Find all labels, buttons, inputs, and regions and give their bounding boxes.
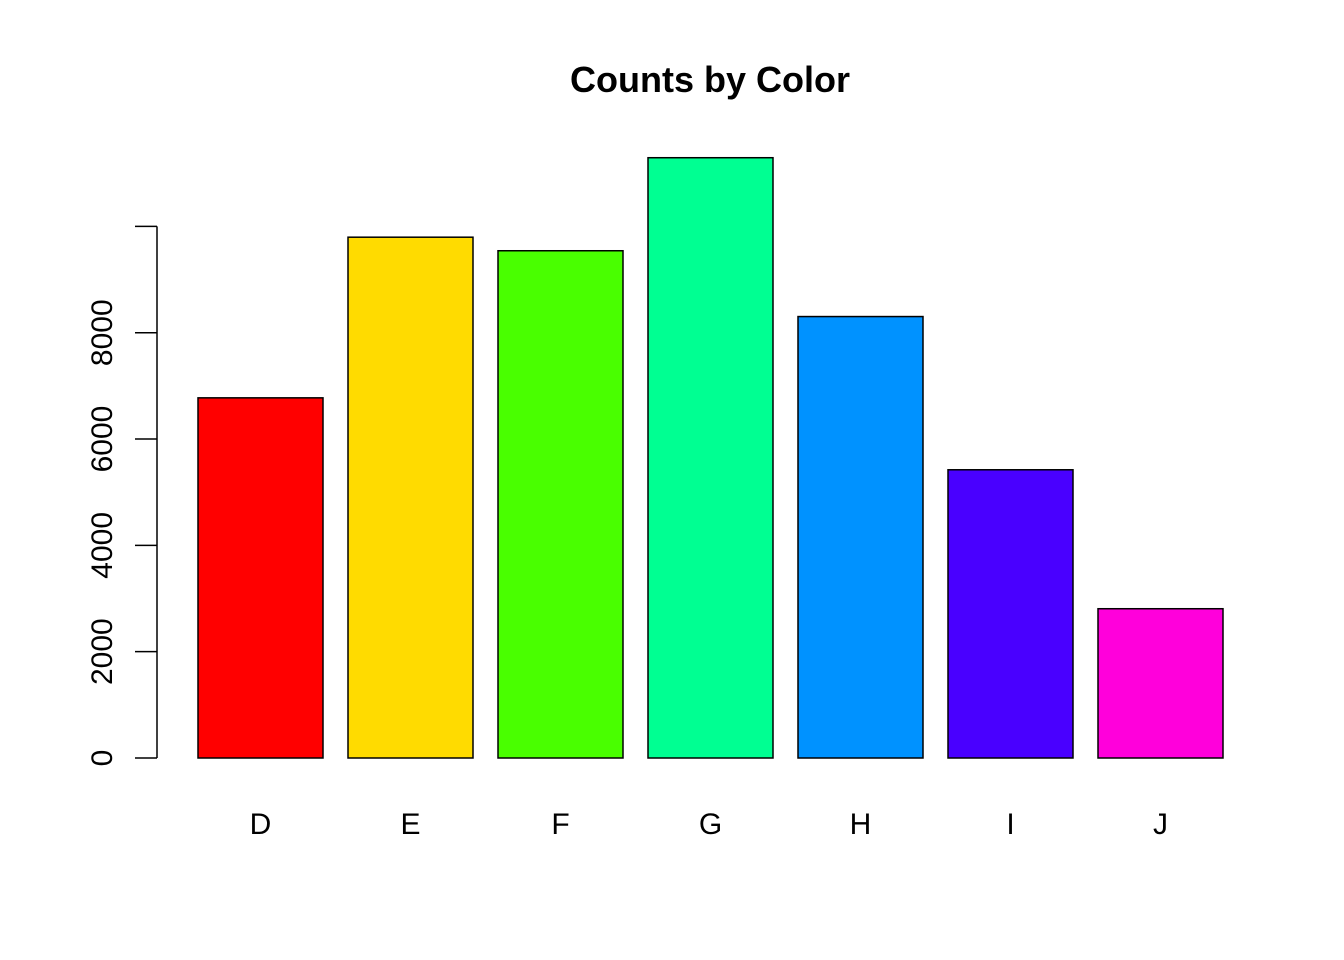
x-tick-label: F <box>551 808 569 841</box>
x-tick-label: I <box>1006 808 1014 841</box>
bars-group <box>197 156 1224 759</box>
x-axis-labels: D E F G H I J <box>250 808 1168 841</box>
y-tick-label: 0 <box>86 750 119 767</box>
bar-i <box>947 469 1074 759</box>
bar-f <box>497 249 624 759</box>
y-tick-label: 2000 <box>86 618 119 685</box>
bar-j <box>1097 607 1224 759</box>
bar-d <box>197 397 324 759</box>
bar-e <box>347 236 474 759</box>
x-tick-label: D <box>250 808 272 841</box>
bar-h <box>797 315 924 759</box>
y-tick-label: 4000 <box>86 512 119 579</box>
x-tick-label: G <box>699 808 722 841</box>
y-axis: 0 2000 4000 6000 8000 <box>86 225 158 767</box>
y-tick-label: 6000 <box>86 406 119 473</box>
x-tick-label: J <box>1153 808 1168 841</box>
y-tick-label: 8000 <box>86 299 119 366</box>
chart-title: Counts by Color <box>570 59 850 100</box>
x-tick-label: H <box>850 808 872 841</box>
bar-g <box>647 156 774 759</box>
x-tick-label: E <box>400 808 420 841</box>
